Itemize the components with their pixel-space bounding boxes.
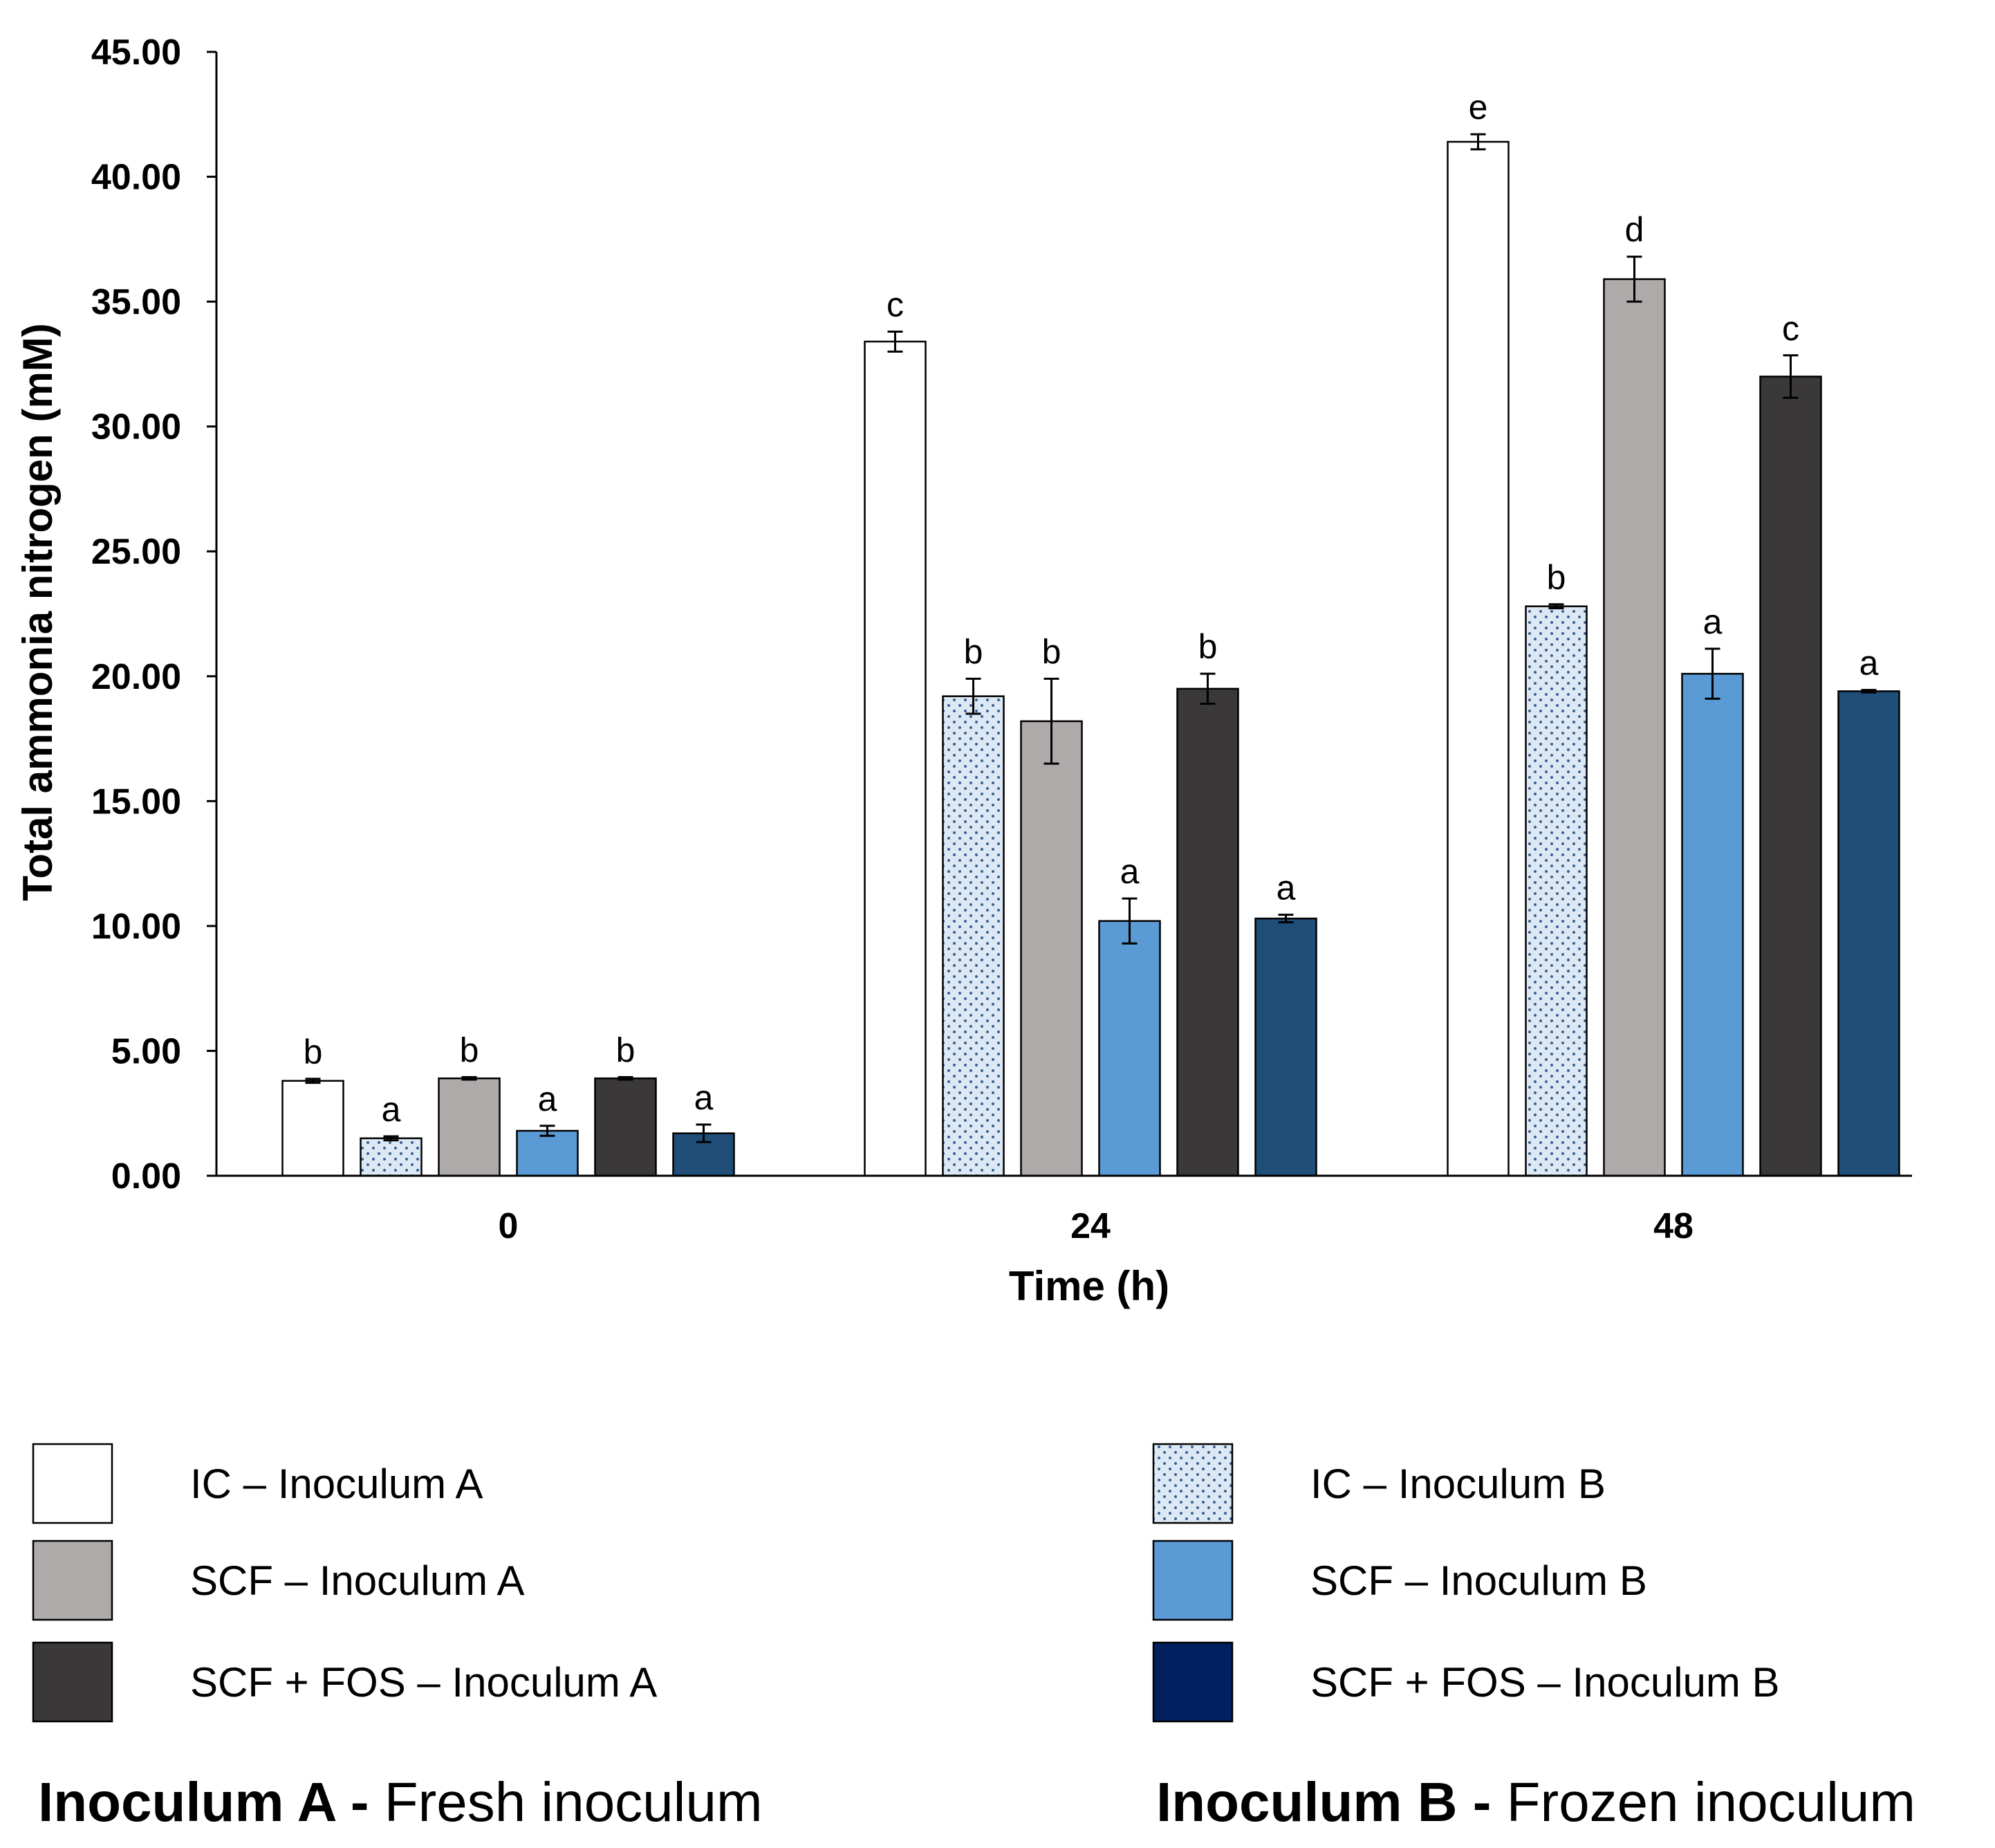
legend-swatch [1152, 1641, 1234, 1723]
error-bar [1783, 354, 1799, 399]
significance-letter: d [1625, 210, 1644, 249]
significance-letter: a [538, 1080, 557, 1118]
significance-letter: b [1042, 632, 1061, 671]
inoculum-notes: Inoculum A - Fresh inoculum Inoculum B - … [38, 1771, 1915, 1833]
bar [1525, 605, 1588, 1177]
inoculum-note-title: Inoculum A - [38, 1771, 384, 1833]
bar [360, 1137, 423, 1177]
error-bar [1043, 677, 1059, 765]
significance-letter: c [887, 285, 904, 324]
legend-label: SCF – Inoculum B [1310, 1558, 1647, 1604]
y-tick-label: 20.00 [91, 657, 181, 697]
legend-swatch [1152, 1443, 1234, 1524]
error-bar [1861, 689, 1877, 694]
significance-letter: b [460, 1031, 479, 1069]
legend-swatch [32, 1540, 113, 1621]
y-tick-label: 25.00 [91, 532, 181, 572]
legend: IC – Inoculum A SCF – Inoculum A SCF + FOS… [32, 1443, 1780, 1723]
significance-letter: a [1859, 644, 1879, 683]
error-bar [305, 1078, 321, 1084]
significance-letter: b [1198, 627, 1218, 666]
inoculum-note-title: Inoculum B - [1156, 1771, 1507, 1833]
y-tick-label: 5.00 [111, 1031, 181, 1071]
y-tick-label: 45.00 [91, 33, 181, 73]
bar [1603, 278, 1666, 1177]
x-tick-label: 24 [1070, 1206, 1111, 1246]
bar [281, 1080, 344, 1177]
x-tick-label: 0 [499, 1206, 519, 1246]
legend-label: SCF – Inoculum A [190, 1558, 525, 1604]
error-bar [383, 1135, 399, 1142]
significance-letter: a [1703, 602, 1723, 641]
significance-letter: a [1120, 852, 1140, 891]
bar [864, 340, 927, 1177]
significance-letter: a [382, 1090, 401, 1129]
bar [1254, 917, 1317, 1177]
bar [1020, 720, 1083, 1177]
x-tick-label: 48 [1653, 1206, 1694, 1246]
bar [1759, 376, 1822, 1177]
error-bar [618, 1075, 633, 1081]
bar [1447, 140, 1510, 1177]
y-axis-title: Total ammonia nitrogen (mM) [15, 323, 61, 901]
y-tick-label: 35.00 [91, 282, 181, 322]
y-tick-label: 30.00 [91, 407, 181, 447]
y-tick-label: 10.00 [91, 907, 181, 947]
y-tick-label: 40.00 [91, 158, 181, 198]
significance-letter: b [964, 632, 983, 671]
error-bar [1626, 255, 1642, 303]
legend-label: SCF + FOS – Inoculum A [190, 1659, 657, 1706]
error-bar [887, 330, 903, 353]
y-axis: 0.00 5.00 10.00 15.00 20.00 25.00 30.00 35.00 40… [91, 33, 218, 1196]
x-axis-title: Time (h) [1009, 1263, 1169, 1309]
inoculum-note-text: Fresh inoculum [384, 1771, 763, 1833]
significance-letter: a [694, 1078, 714, 1117]
legend-swatch [32, 1641, 113, 1723]
legend-label: SCF + FOS – Inoculum B [1310, 1659, 1780, 1706]
significance-letter: e [1469, 88, 1488, 127]
error-bar [539, 1125, 555, 1137]
bar [1176, 687, 1239, 1177]
x-axis: 0 24 48 [216, 1174, 1912, 1246]
significance-letter: c [1782, 309, 1799, 348]
bar [1837, 690, 1900, 1177]
significance-letter: a [1277, 869, 1296, 907]
plot-area: b c e a b b b b d a a a b b c a a a [281, 88, 1900, 1177]
error-bar [1470, 133, 1486, 151]
error-bar [1548, 603, 1564, 610]
error-bar [965, 677, 981, 715]
significance-letter: b [304, 1033, 323, 1071]
bar [438, 1077, 501, 1177]
bar [942, 695, 1005, 1177]
legend-swatch [1152, 1540, 1234, 1621]
significance-letter: b [1547, 558, 1566, 597]
error-bar [1122, 897, 1138, 945]
significance-letter: b [616, 1031, 635, 1069]
inoculum-note: Inoculum B - Frozen inoculum [1156, 1771, 1915, 1833]
legend-swatch [32, 1443, 113, 1524]
error-bar [1705, 647, 1720, 700]
error-bar [1200, 672, 1216, 705]
legend-label: IC – Inoculum A [190, 1461, 483, 1507]
bar [1681, 672, 1744, 1177]
bar [516, 1129, 579, 1177]
y-tick-label: 15.00 [91, 782, 181, 822]
error-bar [1278, 914, 1294, 923]
error-bar [461, 1075, 477, 1081]
bar [1098, 920, 1161, 1177]
error-bar [696, 1123, 712, 1143]
inoculum-note: Inoculum A - Fresh inoculum [38, 1771, 763, 1833]
inoculum-note-text: Frozen inoculum [1507, 1771, 1915, 1833]
bar [594, 1077, 657, 1177]
y-tick-label: 0.00 [111, 1156, 181, 1196]
legend-label: IC – Inoculum B [1310, 1461, 1606, 1507]
